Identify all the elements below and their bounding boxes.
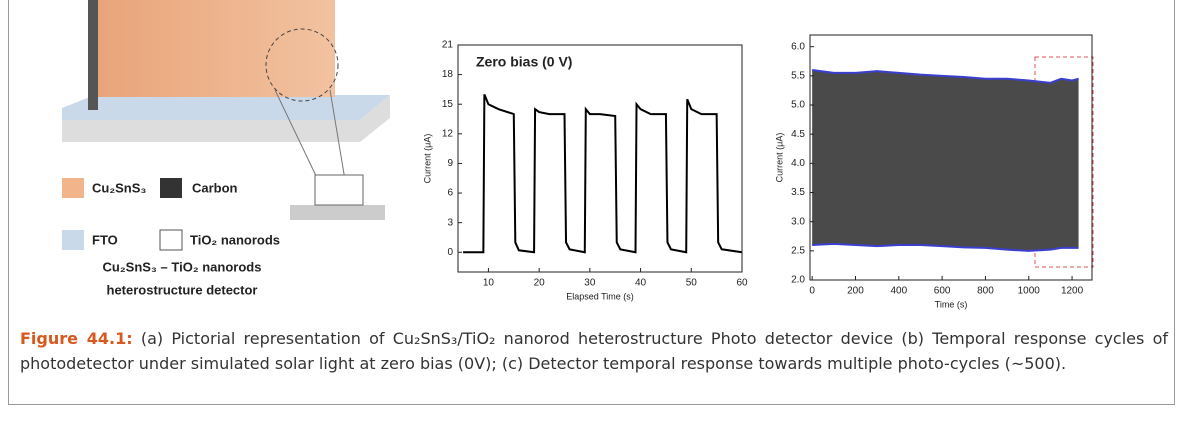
y-tick-label: 9 <box>447 158 453 169</box>
y-tick-label: 0 <box>447 247 453 258</box>
substrate <box>62 95 390 142</box>
zoom-line <box>329 89 346 181</box>
y-tick-label: 5.0 <box>791 100 805 111</box>
cu2sns3-layer <box>98 0 335 97</box>
fto-layer <box>62 95 390 120</box>
legend-label: TiO₂ nanorods <box>190 232 280 247</box>
plot-frame <box>809 34 1093 281</box>
caption-text: (a) Pictorial representation of Cu₂SnS₃/… <box>20 329 1169 373</box>
zoom-line <box>274 89 319 181</box>
x-tick-label: 0 <box>809 286 815 297</box>
y-tick-label: 15 <box>442 99 454 110</box>
x-tick-label: 1000 <box>1018 286 1041 297</box>
x-tick-label: 400 <box>890 286 907 297</box>
x-tick-label: 800 <box>977 286 994 297</box>
data-line <box>812 69 1079 84</box>
figure-frame <box>8 0 1175 405</box>
y-tick-label: 3.5 <box>791 187 805 198</box>
legend-label: FTO <box>92 232 118 247</box>
data-line <box>812 242 1079 252</box>
x-tick-label: 10 <box>483 278 495 289</box>
legend-swatch <box>62 230 84 250</box>
legend-label: Cu₂SnS₃ <box>92 180 146 195</box>
x-tick-label: 600 <box>934 286 951 297</box>
y-tick-label: 2.5 <box>791 245 805 256</box>
legend-label: Carbon <box>192 180 238 195</box>
caption-label: Figure 44.1: <box>20 329 133 348</box>
x-tick-label: 30 <box>584 278 596 289</box>
zoom-circle <box>265 28 339 102</box>
x-tick-label: 60 <box>736 278 748 289</box>
legend-swatch <box>160 178 182 198</box>
data-line <box>463 93 743 254</box>
y-tick-label: 6 <box>447 188 453 199</box>
figure: Cu₂SnS₃ Carbon FTO TiO₂ nanorods Cu₂SnS₃… <box>62 0 1094 309</box>
x-tick-label: 40 <box>635 278 647 289</box>
x-tick-label: 50 <box>686 278 698 289</box>
y-tick-label: 12 <box>442 128 454 139</box>
y-tick-label: 3.0 <box>791 216 805 227</box>
x-axis-label: Time (s) <box>935 299 968 309</box>
y-tick-label: 4.5 <box>791 129 805 140</box>
inset-base <box>290 205 385 220</box>
y-axis-label: Current (μA) <box>774 133 784 183</box>
device-title: Cu₂SnS₃ – TiO₂ nanorods <box>103 259 262 274</box>
y-axis-label: Current (μA) <box>422 134 432 184</box>
legend-swatch <box>62 178 84 198</box>
annotation: Zero bias (0 V) <box>476 54 572 70</box>
x-axis-label: Elapsed Time (s) <box>566 291 634 301</box>
y-tick-label: 21 <box>442 40 454 51</box>
y-tick-label: 2.0 <box>791 275 805 286</box>
y-tick-label: 5.5 <box>791 70 805 81</box>
x-tick-label: 1200 <box>1061 286 1084 297</box>
device-illustration: Cu₂SnS₃ Carbon FTO TiO₂ nanorods Cu₂SnS₃… <box>62 0 390 297</box>
inset-rods <box>314 174 364 206</box>
plot-frame <box>457 44 743 273</box>
carbon-layer <box>88 0 98 110</box>
x-tick-label: 200 <box>847 286 864 297</box>
y-tick-label: 4.0 <box>791 158 805 169</box>
x-tick-label: 20 <box>534 278 546 289</box>
caption: Figure 44.1: (a) Pictorial representatio… <box>20 326 1168 376</box>
band-fill <box>812 70 1079 251</box>
y-tick-label: 18 <box>442 69 454 80</box>
legend-swatch <box>159 229 183 251</box>
y-tick-label: 6.0 <box>791 41 805 52</box>
device-title: heterostructure detector <box>107 282 258 297</box>
y-tick-label: 3 <box>447 217 453 228</box>
